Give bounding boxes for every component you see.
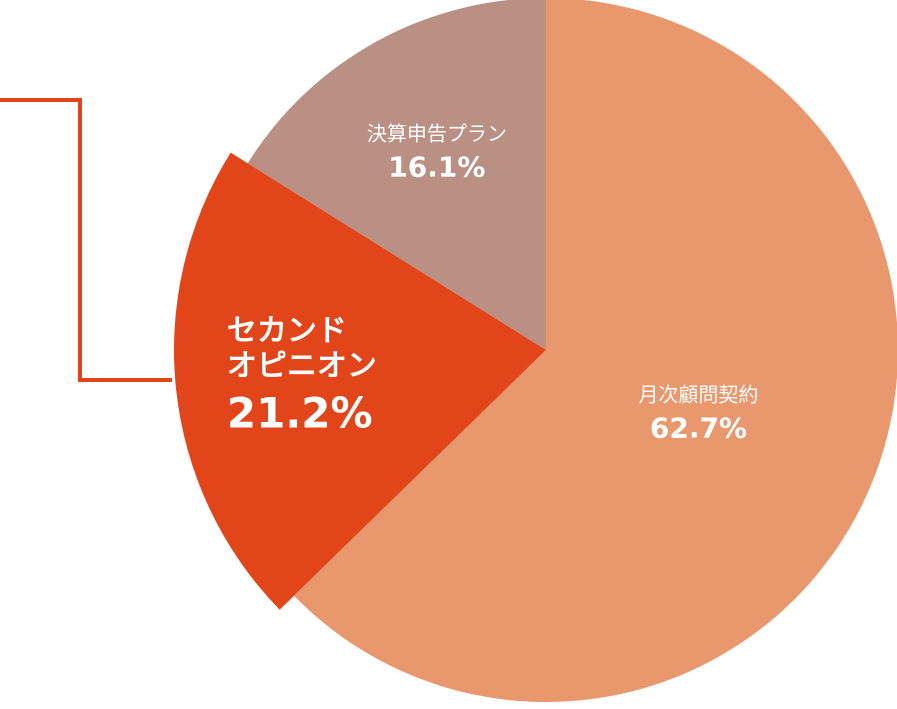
category-label: 決算申告プラン: [366, 121, 507, 146]
slice-label: 決算申告プラン 16.1%: [367, 122, 507, 183]
value-label: 21.2%: [226, 388, 373, 438]
connector-line: [0, 98, 172, 382]
pie-slice: [293, 0, 897, 702]
pie-slice: [247, 0, 546, 350]
category-label: セカンド オピニオン: [226, 313, 377, 384]
slice-label: 月次顧問契約 62.7%: [638, 382, 759, 445]
slice-label: セカンド オピニオン 21.2%: [226, 313, 377, 438]
pie-slice: [173, 152, 546, 610]
category-label: 月次顧問契約: [638, 382, 759, 407]
value-label: 62.7%: [649, 411, 747, 445]
value-label: 16.1%: [388, 150, 486, 184]
